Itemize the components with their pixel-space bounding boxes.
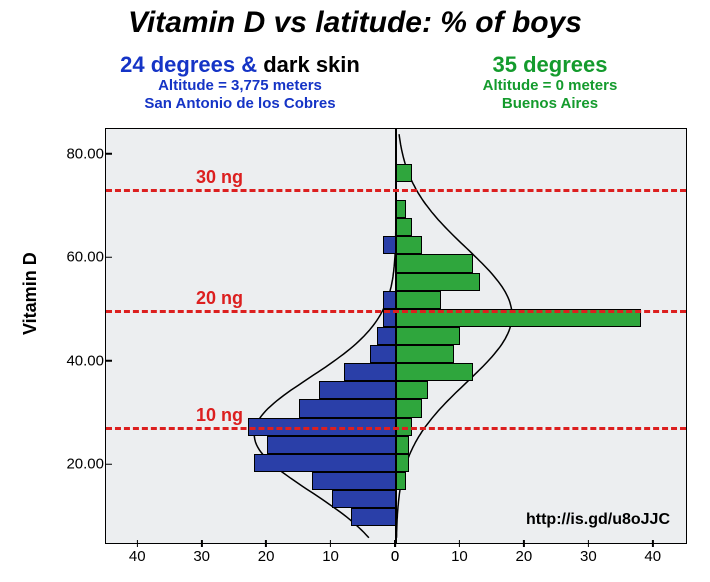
reference-label: 20 ng xyxy=(196,288,243,310)
right-line1: 35 degrees xyxy=(400,52,700,77)
x-tick: 10 xyxy=(451,548,468,565)
y-axis-label: Vitamin D xyxy=(20,252,41,335)
y-tick: 60.00 xyxy=(56,249,104,266)
reference-line xyxy=(106,310,686,313)
x-tick: 0 xyxy=(391,548,399,565)
right-line3: Buenos Aires xyxy=(400,95,700,112)
right-bar xyxy=(396,381,428,399)
left-bar xyxy=(377,327,396,345)
left-bar xyxy=(254,454,396,472)
left-bar xyxy=(383,236,396,254)
left-bar xyxy=(383,291,396,309)
right-bar xyxy=(396,236,422,254)
x-tick: 40 xyxy=(644,548,661,565)
left-bar xyxy=(351,508,396,526)
left-bar xyxy=(267,436,396,454)
reference-line xyxy=(106,427,686,430)
left-bar xyxy=(319,381,396,399)
left-bar xyxy=(332,490,396,508)
y-tick: 80.00 xyxy=(56,145,104,162)
x-tick: 30 xyxy=(193,548,210,565)
attribution-text: http://is.gd/u8oJJC xyxy=(526,511,670,529)
x-tick: 10 xyxy=(322,548,339,565)
right-bar xyxy=(396,273,480,291)
left-bar xyxy=(370,345,396,363)
right-bar xyxy=(396,254,473,272)
plot-area: http://is.gd/u8oJJC 10 ng 20 ng 30 ng xyxy=(105,128,687,544)
right-line2: Altitude = 0 meters xyxy=(400,77,700,94)
x-tick: 20 xyxy=(258,548,275,565)
left-line1b: dark skin xyxy=(263,52,360,77)
right-bar xyxy=(396,218,412,236)
right-bar xyxy=(396,399,422,417)
right-subheader: 35 degrees Altitude = 0 meters Buenos Ai… xyxy=(400,52,700,112)
x-tick: 20 xyxy=(516,548,533,565)
right-bar xyxy=(396,164,412,182)
left-bar xyxy=(299,399,396,417)
reference-line xyxy=(106,189,686,192)
x-tick: 40 xyxy=(129,548,146,565)
right-bar xyxy=(396,327,460,345)
chart-root: Vitamin D vs latitude: % of boys 24 degr… xyxy=(0,0,710,582)
left-bar xyxy=(344,363,396,381)
y-tick: 20.00 xyxy=(56,456,104,473)
y-tick: 40.00 xyxy=(56,352,104,369)
x-tick: 30 xyxy=(580,548,597,565)
left-bar xyxy=(312,472,396,490)
right-bar xyxy=(396,200,406,218)
left-line2: Altitude = 3,775 meters xyxy=(90,77,390,94)
left-line1a: 24 degrees & xyxy=(120,52,263,77)
main-title: Vitamin D vs latitude: % of boys xyxy=(0,6,710,40)
right-bar xyxy=(396,436,409,454)
right-bar xyxy=(396,363,473,381)
left-subheader: 24 degrees & dark skin Altitude = 3,775 … xyxy=(90,52,390,112)
reference-label: 30 ng xyxy=(196,167,243,189)
right-bar xyxy=(396,291,441,309)
right-bar xyxy=(396,472,406,490)
right-bar xyxy=(396,345,454,363)
right-bar xyxy=(396,454,409,472)
reference-label: 10 ng xyxy=(196,405,243,427)
left-line3: San Antonio de los Cobres xyxy=(90,95,390,112)
